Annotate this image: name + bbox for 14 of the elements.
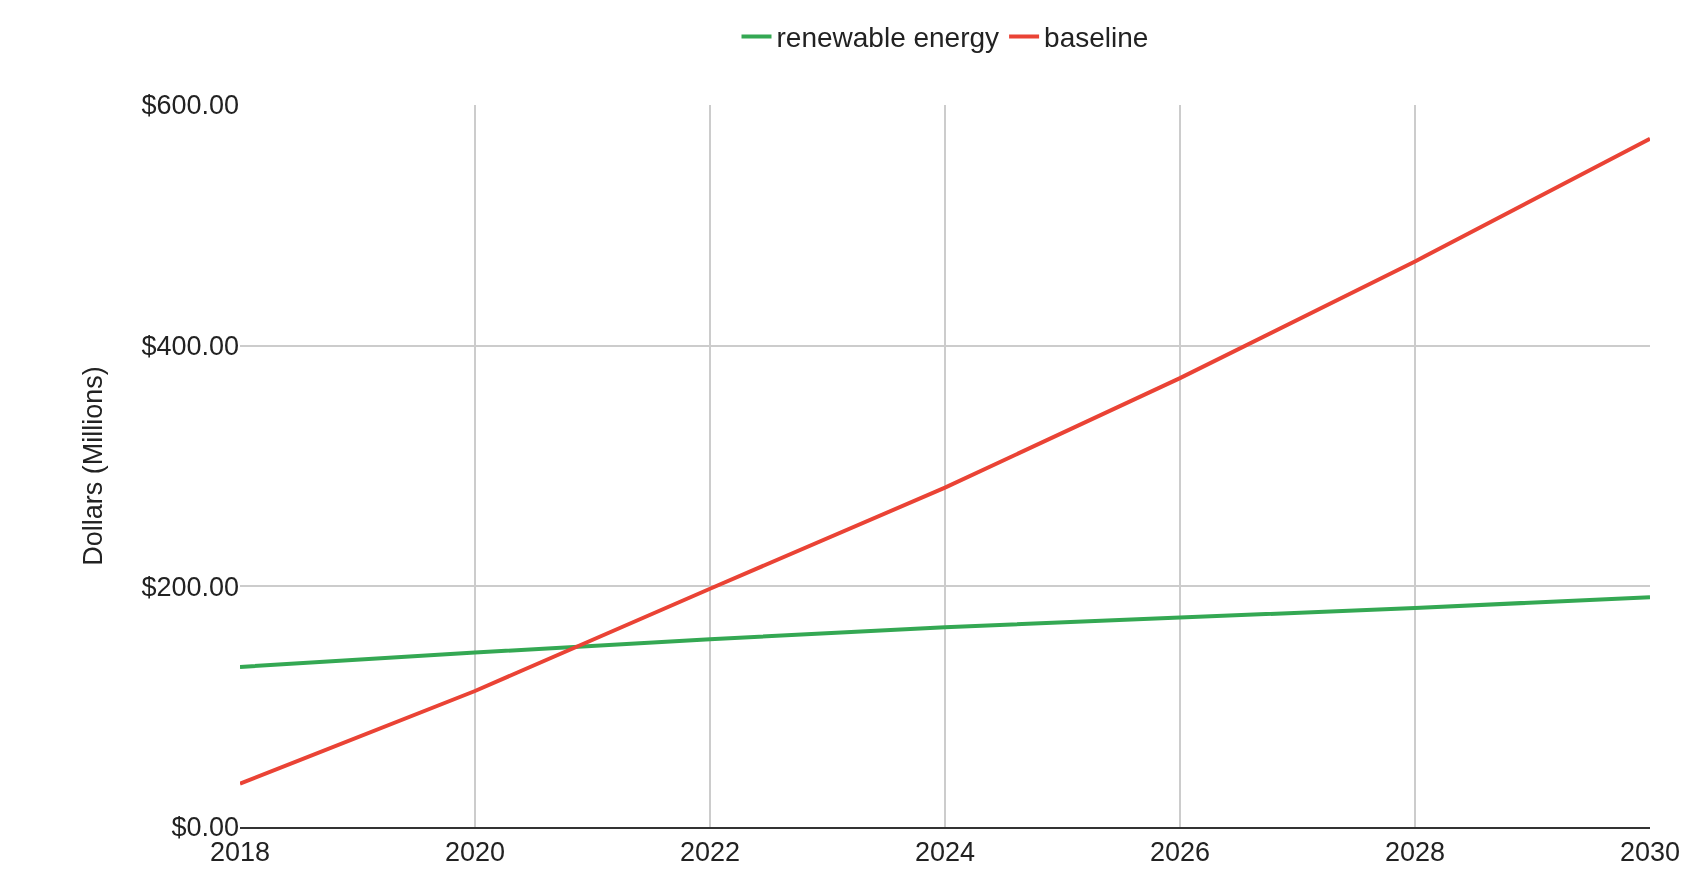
y-tick-label: $400.00 — [141, 331, 239, 362]
x-tick-label: 2026 — [1149, 837, 1211, 868]
x-tick-label: 2024 — [914, 837, 976, 868]
x-tick-label: 2022 — [679, 837, 741, 868]
legend-label: baseline — [1044, 22, 1149, 54]
x-tick-label: 2030 — [1619, 837, 1681, 868]
y-tick-label: $600.00 — [141, 90, 239, 121]
line-series — [240, 136, 1650, 786]
x-tick-label: 2020 — [444, 837, 506, 868]
y-tick-label: $200.00 — [141, 571, 239, 602]
legend-label: renewable energy — [776, 22, 1000, 54]
line-series — [240, 595, 1650, 669]
x-tick-label: 2028 — [1384, 837, 1446, 868]
y-axis-title: Dollars (Millions) — [78, 366, 109, 566]
